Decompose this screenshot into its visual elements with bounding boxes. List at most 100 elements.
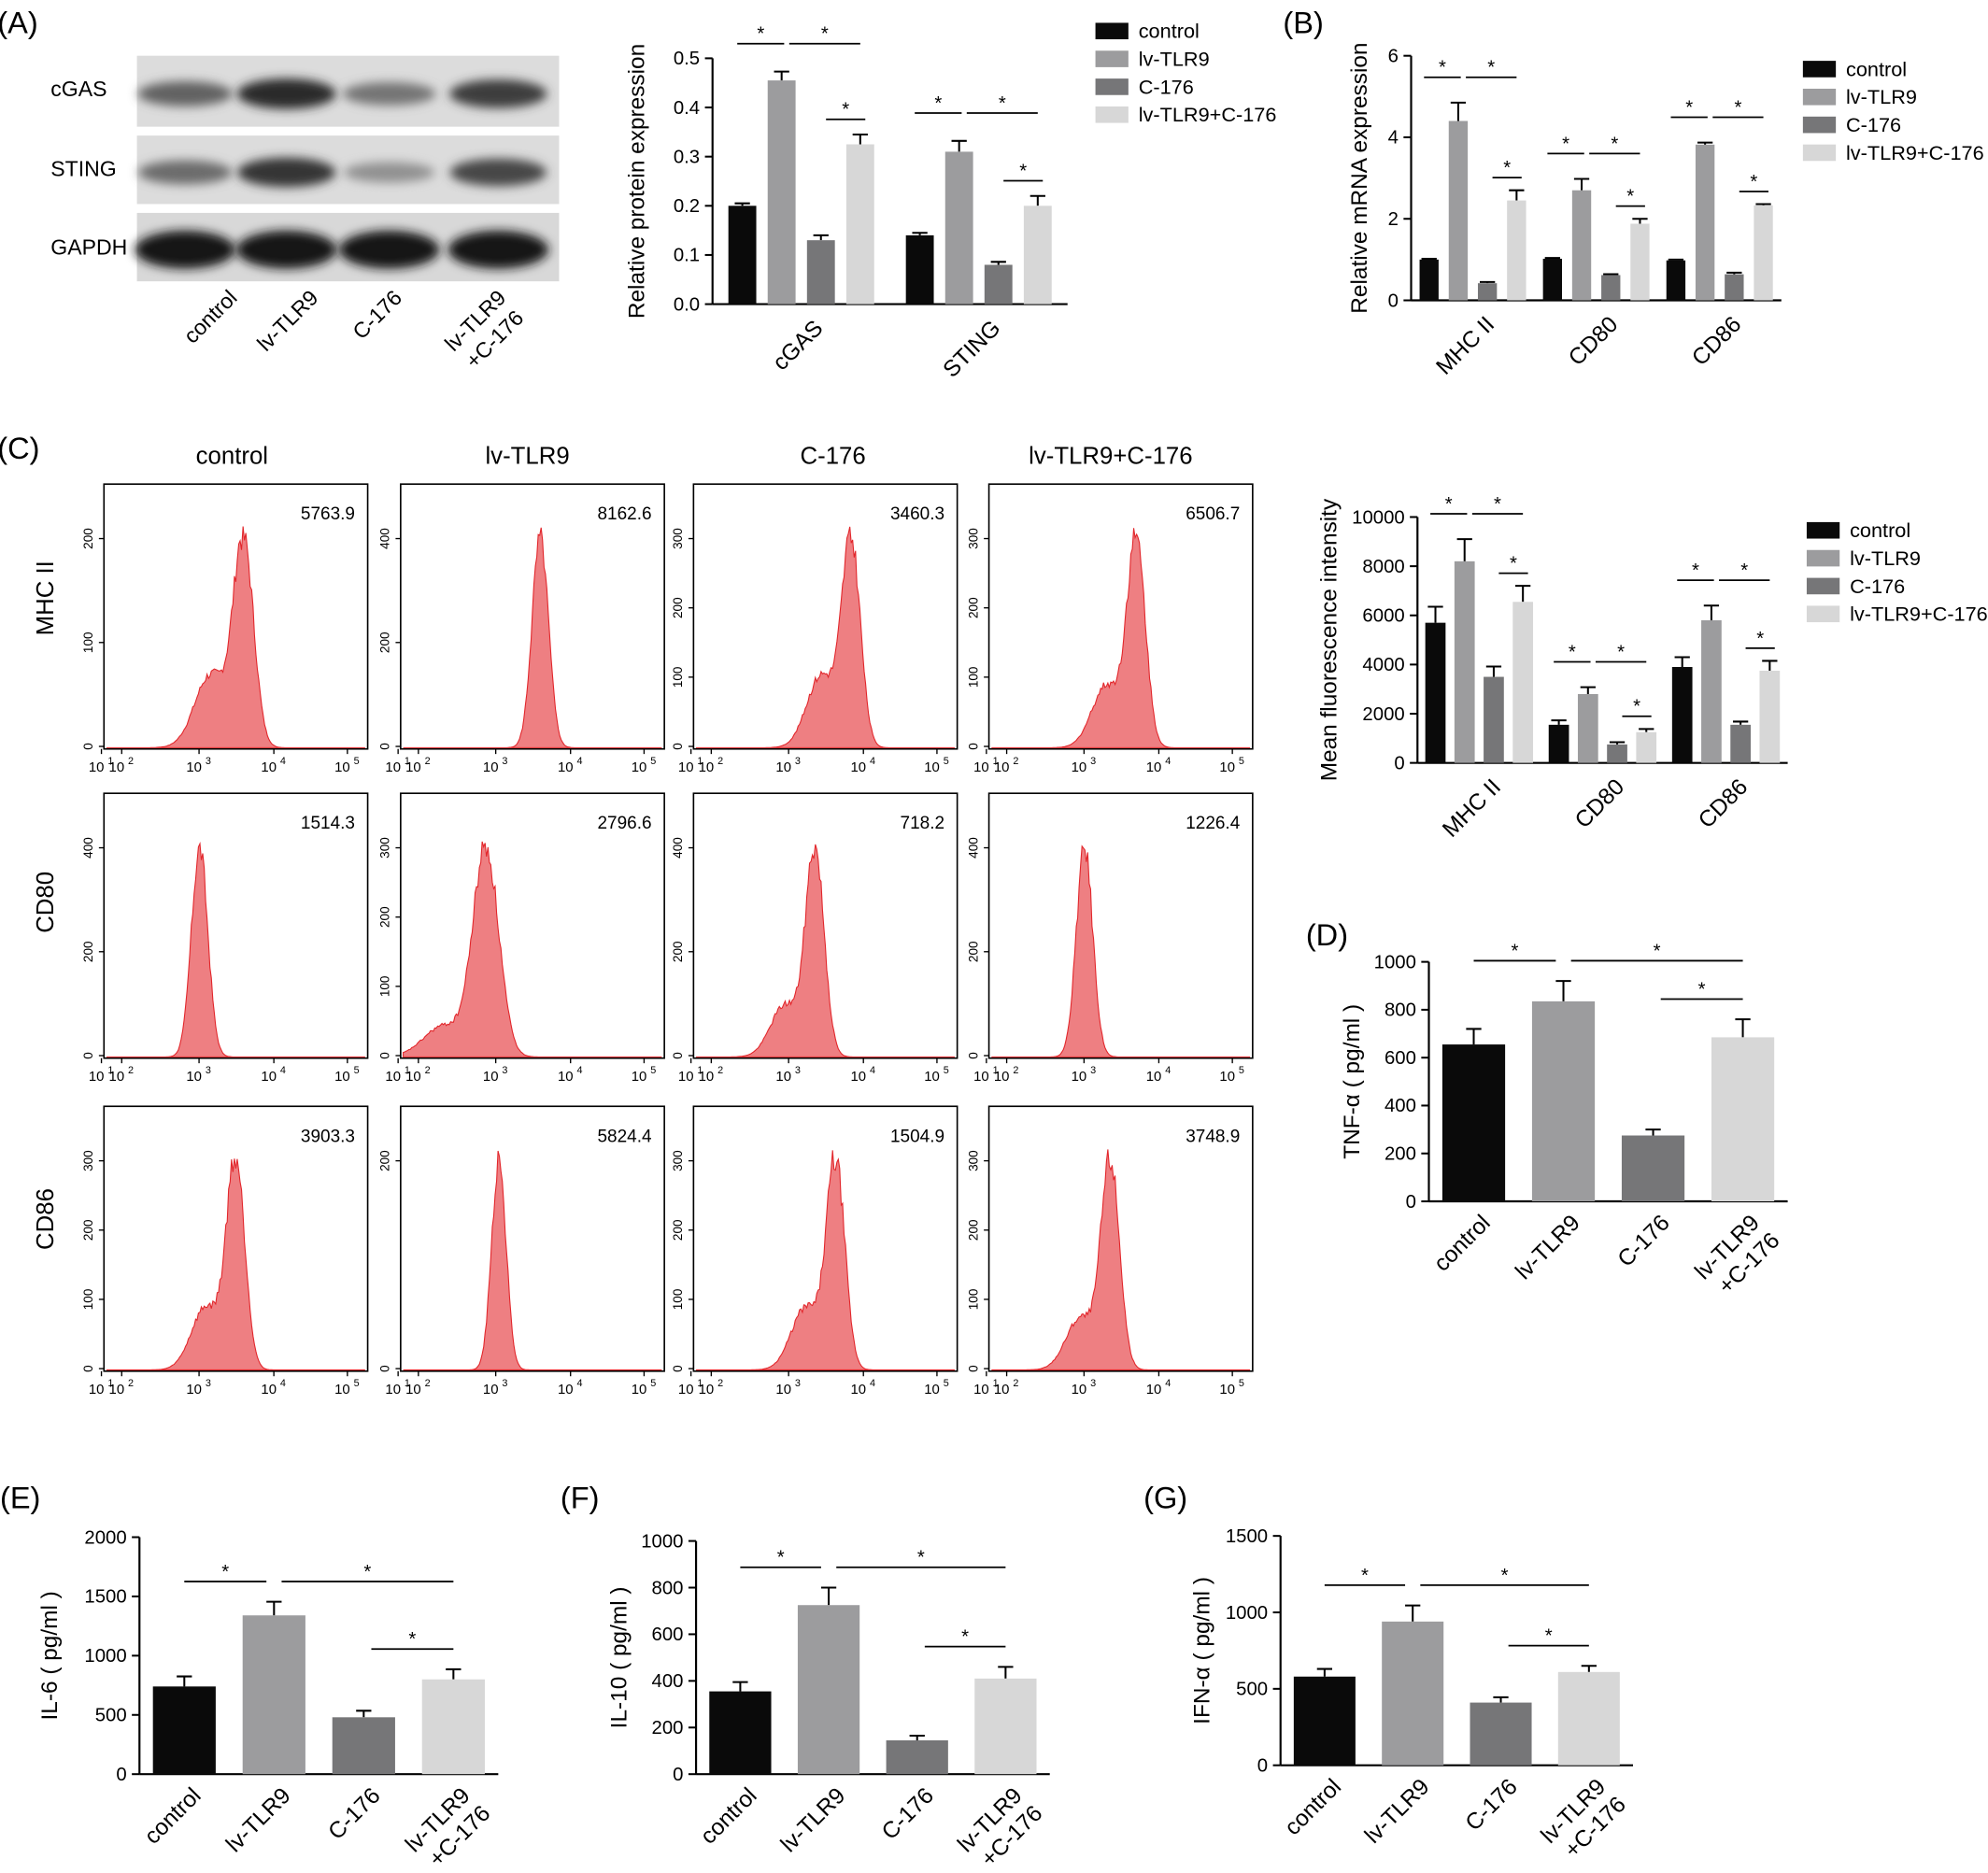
chart-C-bar-cd86-c-176 (1730, 724, 1751, 763)
chart-C-error-cd86-lv-tlr9-c-176 (1762, 660, 1778, 671)
panel-label-F: (F) (561, 1481, 600, 1514)
flow-cd80-control-xtick-exp-1: 2 (128, 1065, 134, 1076)
chart-G-y-axis-label: IFN-α ( pg/ml ) (1190, 1577, 1215, 1724)
flow-cd86-lv-tlr9-c-176-histogram (991, 1149, 1251, 1370)
flow-mhc-ii-lv-tlr9-c-176-ytick-label-2: 200 (966, 597, 980, 618)
chart-C-ytick-label-1: 2000 (1362, 704, 1404, 725)
flow-mhc-ii-control-ytick-label-2: 200 (81, 528, 95, 549)
chart-C-legend-swatch-c-176 (1806, 577, 1840, 595)
chart-B-category-label-mhc-ii: MHC II (1431, 312, 1499, 380)
chart-A-bar-sting-lv-tlr9 (944, 151, 973, 305)
chart-F-error-lv-tlr9-c-176 (998, 1666, 1014, 1679)
chart-A-sig-sting-ctrl-vs-lv-star: * (934, 93, 942, 114)
flow-mhc-ii-control-xtick-label-3: 10 (261, 759, 277, 775)
panel-label-E: (E) (0, 1481, 40, 1514)
chart-C-legend-swatch-lv-tlr9-c-176 (1806, 605, 1840, 623)
chart-B-sig-mhc-ii-lv-vs-lvc-star: * (1487, 58, 1495, 78)
chart-B-error-cd80-control (1544, 257, 1560, 260)
flow-column-title-lv-tlr9-c-176: lv-TLR9+C-176 (1029, 444, 1192, 470)
chart-D-error-lv-tlr9-c-176 (1735, 1018, 1751, 1038)
flow-cd80-lv-tlr9-ytick-label-1: 100 (378, 976, 392, 998)
chart-A-bar-cgas-control (728, 206, 757, 305)
blot-band-r1-l2 (344, 162, 435, 183)
flow-cd86-lv-tlr9-c-176-xtick-exp-4: 5 (1239, 1378, 1244, 1389)
flow-cd80-c-176-xtick-exp-2: 3 (795, 1065, 801, 1076)
chart-A-error-cgas-lv-tlr9-c-176 (852, 133, 868, 145)
chart-C-error-mhc-ii-c-176 (1485, 665, 1502, 677)
flow-cd86-c-176-xtick-label-4: 10 (924, 1382, 940, 1398)
flow-mhc-ii-lv-tlr9-c-176-xtick-exp-2: 3 (1090, 756, 1096, 767)
chart-F-error-c-176 (909, 1734, 925, 1740)
flow-mhc-ii-lv-tlr9-ytick-label-1: 200 (378, 631, 392, 653)
chart-B-legend-swatch-control (1802, 61, 1837, 78)
chart-C-sig-cd80-c-vs-lvc-star: * (1633, 697, 1640, 717)
flow-cd86-lv-tlr9-xtick-exp-0: 1 (405, 1378, 410, 1389)
chart-C-ytick-label-3: 6000 (1362, 606, 1404, 627)
chart-G-error-lv-tlr9-c-176 (1581, 1665, 1597, 1672)
chart-G-sig-lv-vs-lvc-star: * (1501, 1566, 1509, 1586)
flow-cd86-control-ytick-label-3: 300 (81, 1150, 95, 1171)
flow-cd86-lv-tlr9-xtick-label-0: 10 (385, 1382, 401, 1398)
flow-cd80-lv-tlr9-ytick-label-0: 0 (378, 1052, 392, 1059)
flow-mhc-ii-c-176-ytick-label-0: 0 (671, 743, 685, 750)
chart-C-bar-mhc-ii-lv-tlr9 (1454, 560, 1475, 763)
flow-mhc-ii-control-xtick-label-0: 10 (89, 759, 105, 775)
flow-cd80-lv-tlr9-c-176-xtick-label-4: 10 (1219, 1069, 1235, 1085)
flow-cd80-c-176-xtick-label-4: 10 (924, 1069, 940, 1085)
chart-A-legend-label-lv-tlr9: lv-TLR9 (1139, 48, 1210, 71)
chart-B-error-cd86-lv-tlr9 (1697, 141, 1713, 145)
chart-C-bar-cd80-lv-tlr9-c-176 (1636, 731, 1657, 763)
chart-G-sig-ctrl-vs-lv-star: * (1361, 1566, 1369, 1586)
chart-B-legend-swatch-lv-tlr9 (1802, 88, 1837, 106)
flow-mhc-ii-control-ytick-label-0: 0 (81, 743, 95, 750)
chart-C-sig-cd80-lv-vs-lvc-star: * (1617, 642, 1625, 662)
flow-cd86-lv-tlr9-c-176-xtick-exp-3: 4 (1165, 1378, 1171, 1389)
chart-A-category-label-sting: STING (939, 316, 1006, 383)
flow-cd86-lv-tlr9-c-176-frame (987, 1105, 1254, 1372)
chart-B-sig-mhc-ii-ctrl-vs-lv-star: * (1439, 58, 1446, 78)
flow-cd80-lv-tlr9-xtick-exp-1: 2 (425, 1065, 431, 1076)
chart-G-error-c-176 (1493, 1696, 1509, 1703)
flow-cd86-lv-tlr9-histogram (403, 1150, 662, 1370)
flow-mhc-ii-c-176-ytick-label-3: 300 (671, 528, 685, 549)
chart-A-legend-swatch-c-176 (1095, 78, 1129, 95)
flow-cd80-control-xtick-label-1: 10 (109, 1069, 125, 1085)
flow-column-title-c-176: C-176 (801, 444, 866, 470)
flow-cd86-lv-tlr9-c-176-xtick-label-3: 10 (1146, 1382, 1162, 1398)
chart-C-error-cd86-control (1674, 656, 1690, 668)
flow-mhc-ii-control-xtick-exp-1: 2 (128, 756, 134, 767)
chart-D-ytick-label-3: 600 (1384, 1048, 1416, 1069)
chart-B-bar-mhc-ii-c-176 (1477, 283, 1498, 301)
blot-bands (135, 78, 549, 269)
flow-cd80-control-mfi-value: 1514.3 (301, 814, 355, 833)
chart-F-ytick-label-3: 600 (652, 1625, 684, 1645)
chart-E-ytick-label-4: 2000 (84, 1527, 126, 1548)
chart-B-category-label-cd86: CD86 (1687, 312, 1746, 371)
flow-cd80-lv-tlr9-mfi-value: 2796.6 (597, 814, 651, 833)
chart-D-bar-c-176 (1621, 1135, 1685, 1202)
chart-G-ytick-label-3: 1500 (1226, 1526, 1268, 1547)
flow-cd80-c-176-xtick-label-2: 10 (775, 1069, 791, 1085)
flow-cd86-c-176-ytick-label-2: 200 (671, 1219, 685, 1241)
chart-C-bar-mhc-ii-lv-tlr9-c-176 (1512, 602, 1534, 763)
flow-cd86-lv-tlr9-c-176-xtick-label-1: 10 (994, 1382, 1010, 1398)
flow-cd80-control-xtick-label-3: 10 (261, 1069, 277, 1085)
flow-cd80-lv-tlr9-c-176-xtick-label-2: 10 (1072, 1069, 1087, 1085)
flow-cd86-c-176-xtick-exp-1: 2 (717, 1378, 723, 1389)
chart-B-bar-cd80-lv-tlr9 (1571, 190, 1592, 301)
flow-cd80-lv-tlr9-histogram (403, 841, 662, 1057)
flow-cd86-lv-tlr9-frame (400, 1105, 665, 1372)
chart-B-bar-mhc-ii-lv-tlr9 (1448, 121, 1469, 301)
flow-mhc-ii-c-176-xtick-label-3: 10 (850, 759, 866, 775)
chart-C-legend-label-lv-tlr9-c-176: lv-TLR9+C-176 (1850, 603, 1988, 626)
flow-mhc-ii-lv-tlr9-mfi-value: 8162.6 (597, 504, 651, 524)
chart-A-error-cgas-c-176 (813, 234, 829, 241)
chart-B-sig-cd80-c-vs-lvc-star: * (1626, 187, 1634, 207)
flow-mhc-ii-control-histogram (106, 526, 365, 748)
flow-cd80-lv-tlr9-ytick-label-3: 300 (378, 837, 392, 858)
flow-column-title-lv-tlr9: lv-TLR9 (485, 444, 569, 470)
flow-mhc-ii-lv-tlr9-xtick-label-4: 10 (632, 759, 647, 775)
chart-B-sig-cd80-lv-vs-lvc-star: * (1611, 134, 1618, 154)
flow-cd80-lv-tlr9-xtick-label-0: 10 (385, 1069, 401, 1085)
flow-cd80-lv-tlr9-c-176-xtick-exp-0: 1 (993, 1065, 999, 1076)
